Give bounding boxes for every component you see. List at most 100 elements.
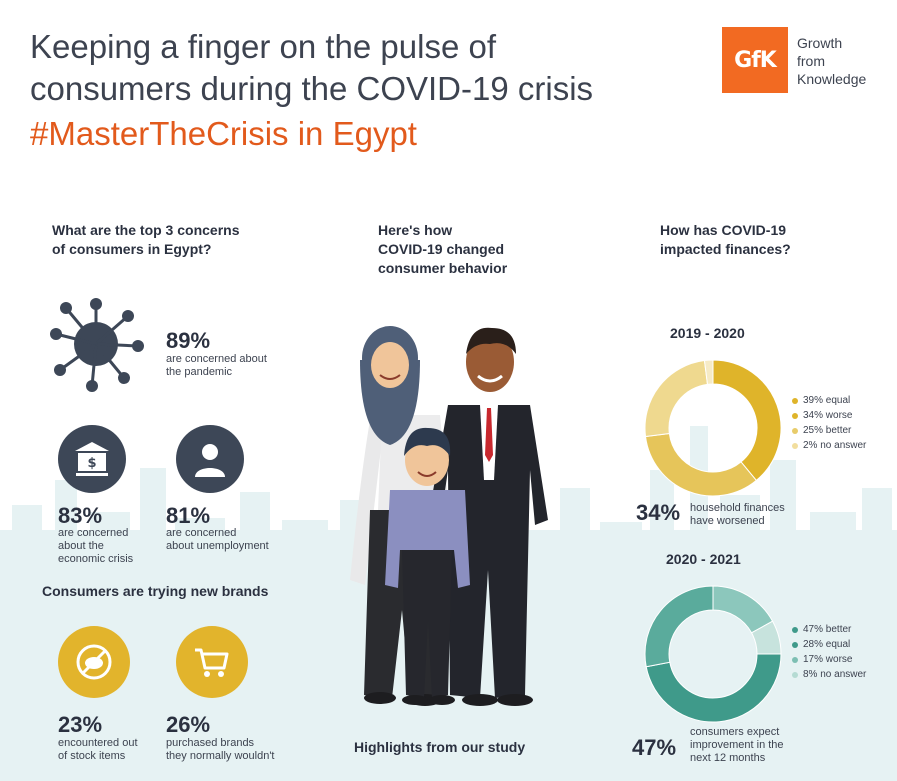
tagline-line-1: Growth xyxy=(797,35,843,51)
donut-slice xyxy=(703,359,714,385)
finances-heading-line-1: How has COVID-19 xyxy=(660,222,787,238)
man-figure xyxy=(428,327,548,706)
concerns-heading: What are the top 3 concerns of consumers… xyxy=(52,221,239,259)
family-illustration xyxy=(350,326,548,706)
logo-tagline: Growth from Knowledge xyxy=(797,34,887,88)
legend-label: 17% worse xyxy=(803,654,853,665)
page-title: Keeping a finger on the pulse of consume… xyxy=(30,26,710,110)
unemployment-text-line-2: about unemployment xyxy=(166,540,269,552)
legend-dot xyxy=(792,641,798,648)
legend-item: 2% no answer xyxy=(792,438,866,453)
legend-item: 47% better xyxy=(792,622,866,637)
legend-dot xyxy=(792,442,798,449)
legend-2019-2020: 39% equal 34% worse 25% better 2% no ans… xyxy=(792,393,866,453)
shopping-cart-icon xyxy=(176,626,248,698)
brands-heading: Consumers are trying new brands xyxy=(42,583,269,599)
period2-stat-text: consumers expect improvement in the next… xyxy=(690,726,784,765)
new-brands-text-line-2: they normally wouldn't xyxy=(166,750,275,762)
legend-label: 47% better xyxy=(803,624,852,635)
period2-stat-line-1: consumers expect xyxy=(690,726,780,738)
legend-label: 8% no answer xyxy=(803,669,867,680)
economic-text: are concerned about the economic crisis xyxy=(58,527,133,566)
legend-dot xyxy=(792,397,798,404)
virus-icon xyxy=(50,298,144,392)
behavior-heading-line-3: consumer behavior xyxy=(378,260,508,276)
svg-text:$: $ xyxy=(87,456,96,471)
behavior-heading-line-2: COVID-19 changed xyxy=(378,241,505,257)
legend-dot xyxy=(792,671,798,678)
legend-item: 8% no answer xyxy=(792,667,866,682)
legend-label: 28% equal xyxy=(803,639,851,650)
tagline-line-2: from xyxy=(797,53,825,69)
finances-heading-line-2: impacted finances? xyxy=(660,241,791,257)
period1-stat-line-2: have worsened xyxy=(690,515,765,527)
period2-stat-line-2: improvement in the xyxy=(690,739,784,751)
out-of-stock-text-line-2: of stock items xyxy=(58,750,126,762)
person-glyph xyxy=(195,444,225,477)
donut-chart-2020-2021 xyxy=(644,585,782,723)
donut-slice xyxy=(644,432,758,497)
period2-label: 2020 - 2021 xyxy=(666,551,741,567)
out-of-stock-icon xyxy=(58,626,130,698)
behavior-heading-line-1: Here's how xyxy=(378,222,453,238)
pandemic-text: are concerned about the pandemic xyxy=(166,353,267,379)
legend-item: 39% equal xyxy=(792,393,866,408)
legend-item: 34% worse xyxy=(792,408,866,423)
pandemic-percent: 89% xyxy=(166,328,211,353)
legend-label: 34% worse xyxy=(803,410,853,421)
person-icon xyxy=(176,425,244,493)
concerns-heading-line-1: What are the top 3 concerns xyxy=(52,222,240,238)
legend-label: 39% equal xyxy=(803,395,851,406)
legend-dot xyxy=(792,656,798,663)
legend-dot xyxy=(792,427,798,434)
title-line-2: consumers during the COVID-19 crisis xyxy=(30,70,594,107)
new-brands-percent: 26% xyxy=(166,712,211,737)
economic-text-line-1: are concerned xyxy=(58,527,129,539)
legend-2020-2021: 47% better 28% equal 17% worse 8% no ans… xyxy=(792,622,866,682)
new-brands-text: purchased brands they normally wouldn't xyxy=(166,737,275,763)
no-bread-glyph xyxy=(76,644,112,680)
out-of-stock-percent: 23% xyxy=(58,712,103,737)
unemployment-text: are concerned about unemployment xyxy=(166,527,269,553)
boy-figure xyxy=(385,427,470,705)
legend-label: 2% no answer xyxy=(803,440,867,451)
donut-slice xyxy=(644,359,709,438)
legend-label: 25% better xyxy=(803,425,852,436)
finances-heading: How has COVID-19 impacted finances? xyxy=(660,221,791,259)
legend-item: 25% better xyxy=(792,423,866,438)
pandemic-text-line-1: are concerned about xyxy=(166,353,267,365)
donut-chart-2019-2020 xyxy=(644,359,782,497)
period1-stat-text: household finances have worsened xyxy=(690,502,785,528)
bank-icon: $ xyxy=(58,425,126,493)
economic-text-line-3: economic crisis xyxy=(58,553,134,565)
donut-slice xyxy=(712,359,782,482)
behavior-heading: Here's how COVID-19 changed consumer beh… xyxy=(378,221,507,278)
economic-percent: 83% xyxy=(58,503,103,528)
unemployment-percent: 81% xyxy=(166,503,211,528)
hashtag-subtitle: #MasterTheCrisis in Egypt xyxy=(30,115,417,152)
cart-glyph xyxy=(195,648,229,677)
pandemic-text-line-2: the pandemic xyxy=(166,366,233,378)
legend-item: 17% worse xyxy=(792,652,866,667)
study-highlights-footer: Highlights from our study xyxy=(354,739,526,755)
legend-dot xyxy=(792,412,798,419)
donut-slice xyxy=(750,620,782,655)
out-of-stock-text-line-1: encountered out xyxy=(58,737,138,749)
title-line-1: Keeping a finger on the pulse of xyxy=(30,28,497,65)
bank-glyph: $ xyxy=(75,442,109,476)
gfk-logo: GfK xyxy=(722,27,788,93)
tagline-line-3: Knowledge xyxy=(797,71,867,87)
unemployment-text-line-1: are concerned xyxy=(166,527,237,539)
donut-slice xyxy=(645,653,782,723)
new-brands-text-line-1: purchased brands xyxy=(166,737,255,749)
period1-stat-line-1: household finances xyxy=(690,502,785,514)
legend-dot xyxy=(792,626,798,633)
concerns-heading-line-2: of consumers in Egypt? xyxy=(52,241,212,257)
economic-text-line-2: about the xyxy=(58,540,104,552)
out-of-stock-text: encountered out of stock items xyxy=(58,737,138,763)
period1-label: 2019 - 2020 xyxy=(670,325,745,341)
legend-item: 28% equal xyxy=(792,637,866,652)
period2-stat-line-3: next 12 months xyxy=(690,752,766,764)
period2-stat: 47% xyxy=(632,735,677,760)
donut-slice xyxy=(644,585,714,668)
